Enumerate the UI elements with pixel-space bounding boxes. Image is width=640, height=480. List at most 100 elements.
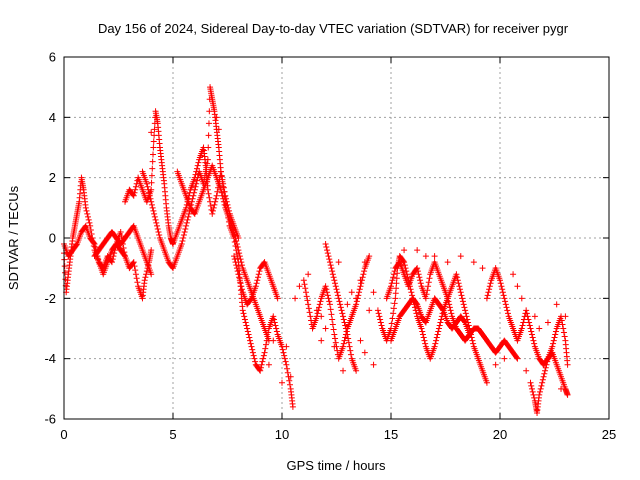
data-point	[83, 207, 90, 214]
data-point	[258, 361, 265, 368]
data-point	[353, 295, 360, 302]
data-point	[214, 188, 221, 195]
data-point	[461, 304, 468, 311]
data-point	[422, 295, 429, 302]
data-point	[520, 319, 527, 326]
axis-ticks	[63, 56, 610, 420]
data-point	[330, 326, 337, 333]
data-points	[61, 84, 571, 416]
y-tick-label: -2	[44, 291, 56, 306]
data-point	[459, 295, 466, 302]
data-point	[182, 225, 189, 232]
data-point	[243, 322, 250, 329]
data-point	[432, 340, 439, 347]
data-point	[528, 328, 535, 335]
data-point	[265, 361, 272, 368]
data-point	[425, 283, 432, 290]
data-point	[460, 301, 467, 308]
data-point	[142, 274, 149, 281]
data-point	[550, 340, 557, 347]
data-point	[131, 189, 138, 196]
data-point	[403, 268, 410, 275]
data-point	[523, 307, 530, 314]
data-point	[514, 355, 521, 362]
data-point	[326, 301, 333, 308]
data-point	[237, 256, 244, 263]
data-point	[561, 333, 568, 340]
data-point	[393, 285, 400, 292]
data-point	[388, 283, 394, 290]
data-point	[433, 334, 440, 341]
data-point	[180, 231, 187, 238]
data-point	[345, 339, 352, 346]
data-point	[326, 298, 333, 305]
data-point	[286, 377, 293, 384]
data-point	[145, 186, 152, 193]
data-point	[552, 328, 559, 335]
data-point	[431, 343, 438, 350]
data-point	[329, 271, 336, 278]
y-tick-label: 4	[49, 110, 56, 125]
data-point	[296, 283, 303, 290]
data-point	[345, 335, 352, 342]
data-point	[360, 271, 367, 278]
data-point	[191, 189, 198, 196]
data-point	[542, 367, 549, 374]
data-point	[233, 262, 240, 269]
data-point	[205, 120, 212, 127]
data-point	[390, 271, 397, 278]
data-point	[426, 275, 433, 282]
tick-labels: 0 5 10 15 20 25 -6 -4 -2 0 2 4 6	[44, 50, 616, 443]
data-point	[501, 295, 508, 302]
data-point	[254, 277, 261, 284]
data-point	[283, 343, 290, 350]
data-point	[271, 316, 278, 323]
data-point	[457, 289, 464, 296]
data-point	[284, 365, 291, 372]
data-point	[401, 247, 408, 254]
data-point	[527, 325, 534, 332]
data-point	[185, 210, 192, 217]
data-point	[148, 179, 155, 186]
data-point	[393, 275, 400, 282]
data-point	[513, 354, 520, 361]
data-point	[500, 292, 507, 299]
data-point	[247, 340, 254, 347]
data-point	[221, 201, 228, 208]
data-point	[353, 301, 360, 308]
data-point	[183, 219, 190, 226]
data-point	[504, 310, 511, 317]
data-point	[236, 253, 243, 260]
data-point	[234, 268, 241, 275]
data-point	[492, 361, 499, 368]
data-point	[504, 307, 511, 314]
data-point	[342, 334, 349, 341]
data-point	[246, 334, 253, 341]
data-point	[417, 277, 424, 284]
data-point	[232, 235, 239, 241]
data-point	[421, 337, 428, 344]
data-point	[530, 337, 537, 344]
data-point	[133, 275, 140, 282]
data-point	[336, 298, 343, 305]
data-point	[446, 301, 453, 308]
y-tick-label: -6	[44, 412, 56, 427]
data-point	[206, 194, 213, 201]
data-point	[414, 265, 421, 272]
x-axis-label: GPS time / hours	[287, 458, 386, 473]
data-point	[420, 334, 427, 341]
data-point	[215, 126, 222, 133]
data-point	[233, 241, 240, 248]
data-point	[236, 250, 243, 257]
data-point	[499, 289, 506, 296]
data-point	[514, 283, 521, 290]
data-point	[209, 207, 216, 214]
data-point	[304, 297, 311, 304]
data-point	[391, 300, 398, 307]
data-point	[150, 144, 157, 151]
data-point	[236, 277, 243, 284]
data-point	[424, 287, 431, 294]
data-point	[458, 292, 465, 299]
data-point	[518, 325, 525, 332]
data-point	[152, 216, 159, 223]
